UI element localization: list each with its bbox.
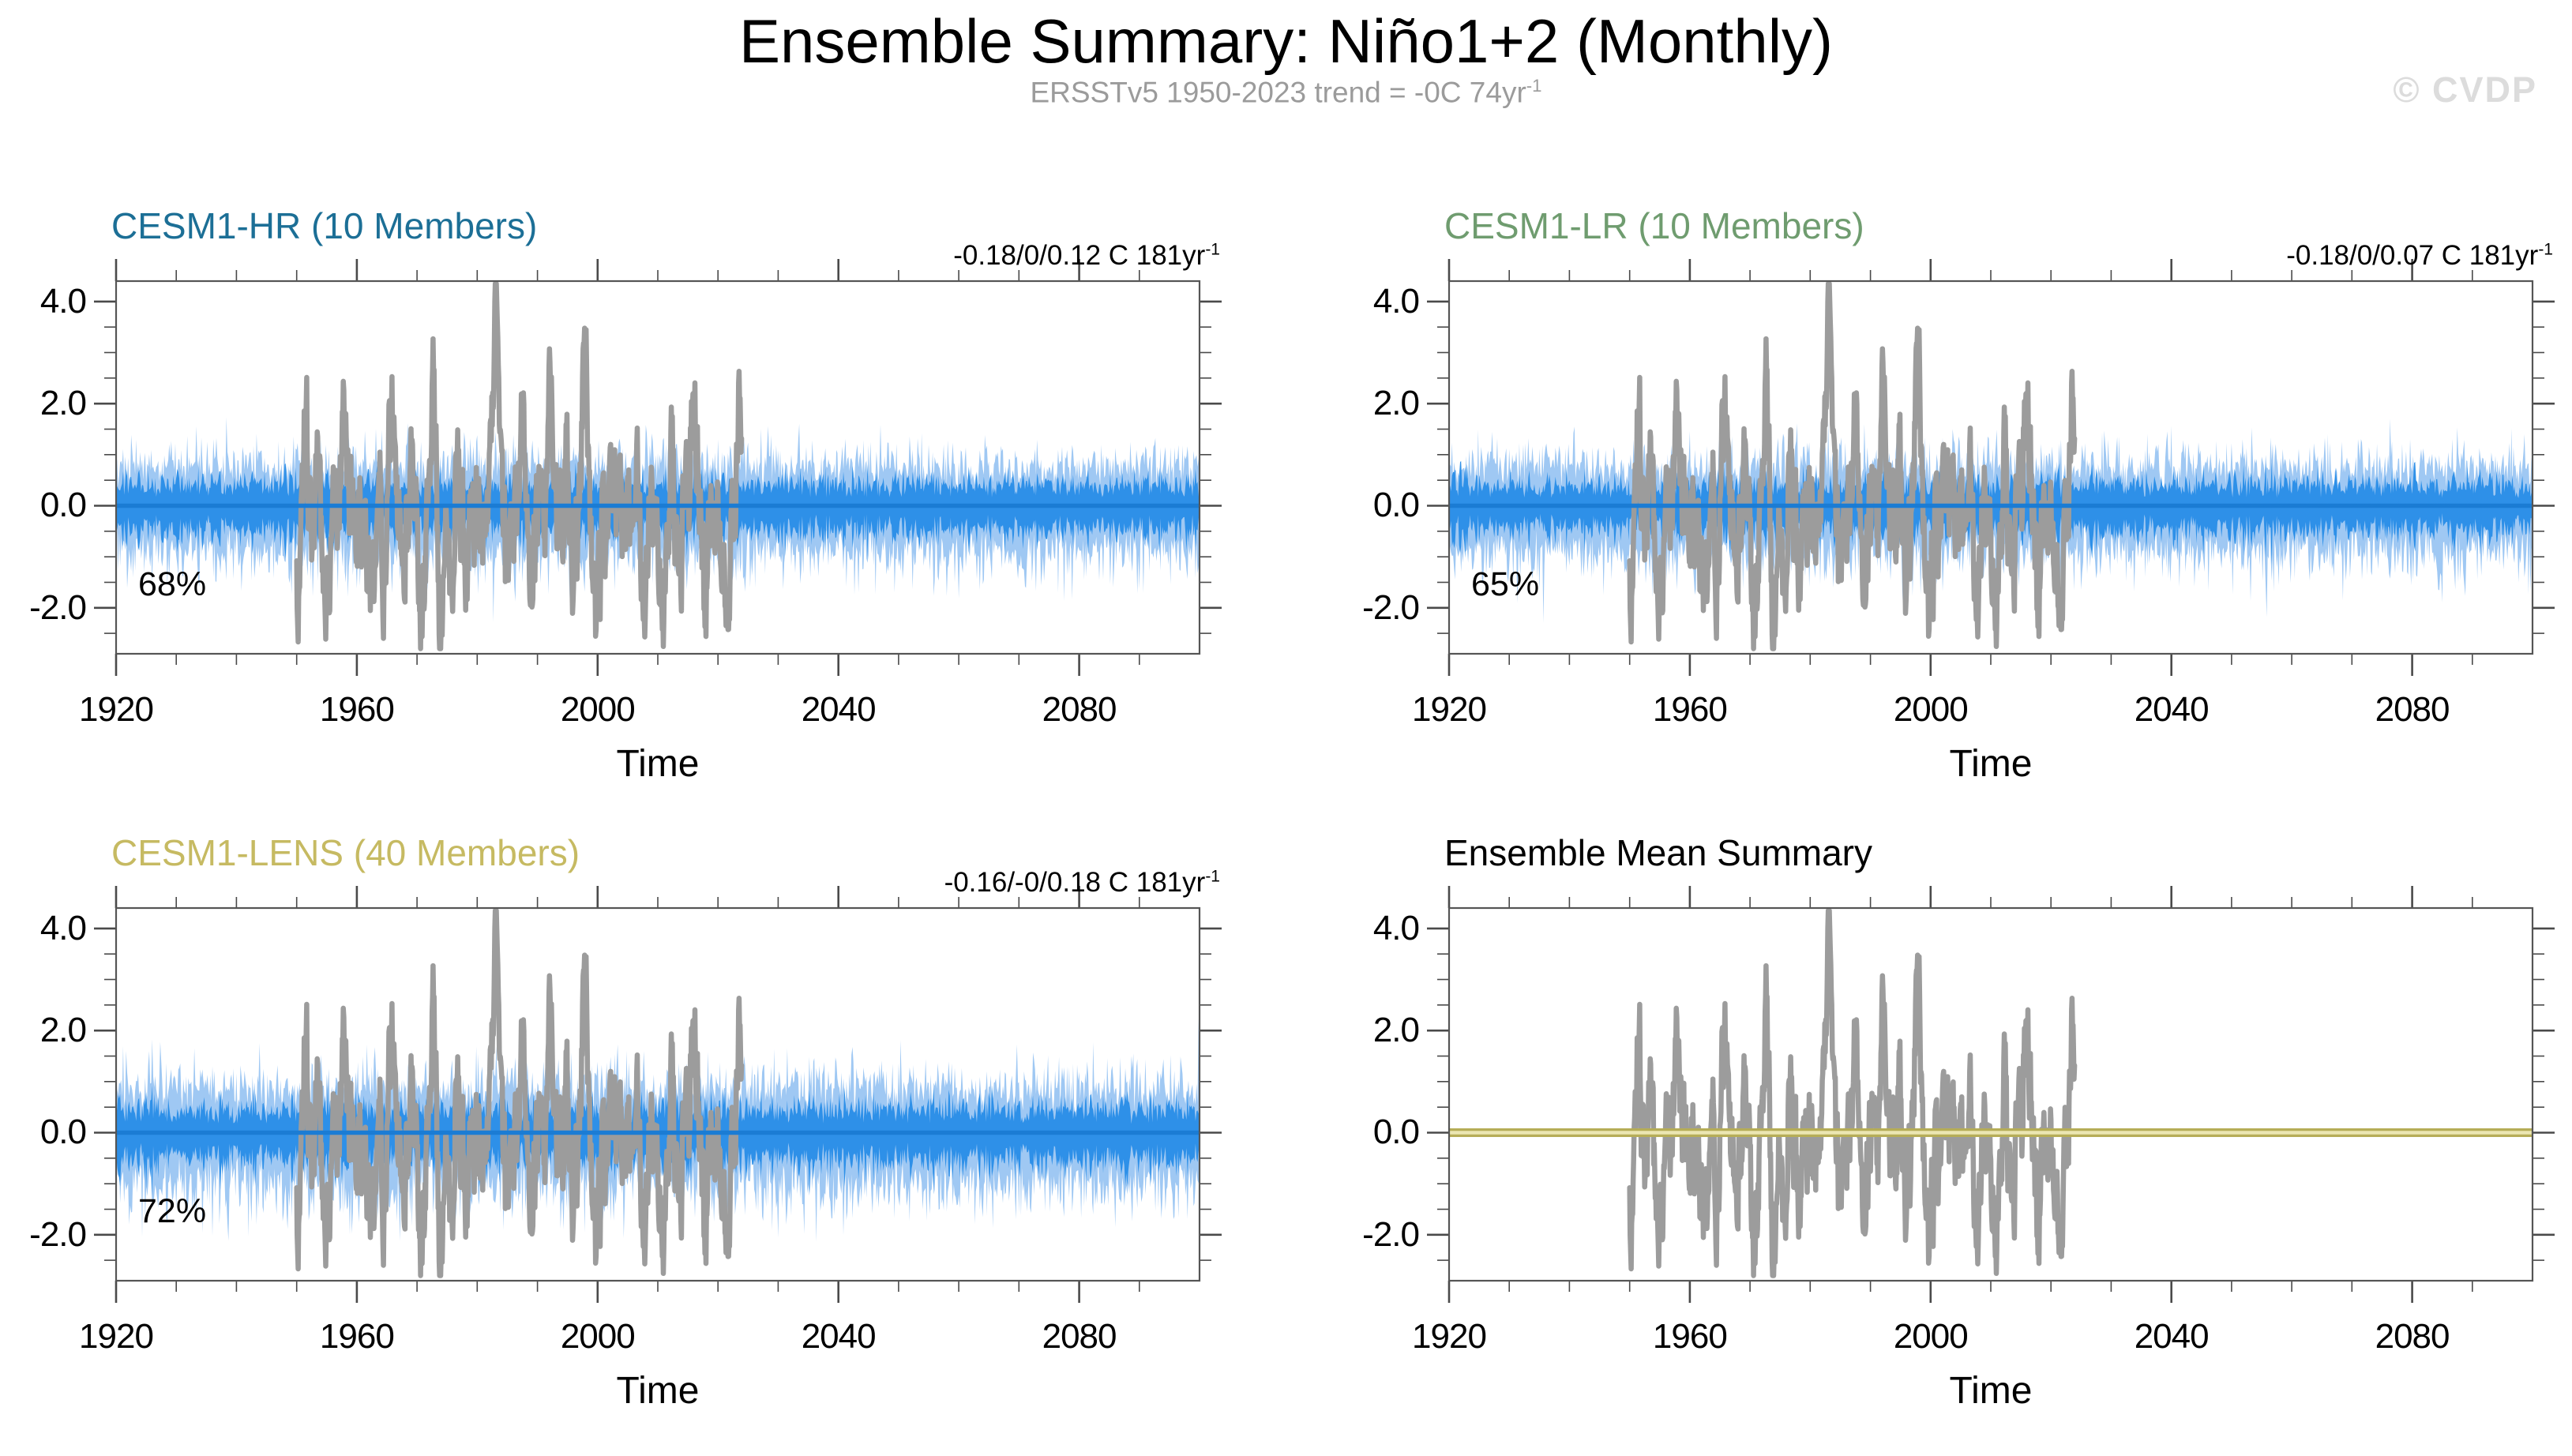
x-tick-label: 2080 <box>1042 690 1117 729</box>
y-tick-label: 4.0 <box>39 908 87 948</box>
trend-value: -0.16/-0/0.18 C 181yr <box>944 867 1206 898</box>
y-tick-label: 2.0 <box>1372 384 1420 423</box>
x-tick-label: 2000 <box>560 690 636 729</box>
x-tick-label: 1920 <box>1412 1317 1487 1356</box>
observation-line <box>1627 280 2078 651</box>
x-tick-label: 2080 <box>2375 1317 2450 1356</box>
x-tick-label: 1920 <box>1412 690 1487 729</box>
x-tick-label: 1920 <box>79 690 154 729</box>
figure-title: Ensemble Summary: Niño1+2 (Monthly) <box>738 6 1834 76</box>
panel-cesm1-hr: CESM1-HR (10 Members) -0.18/0/0.12 C 181y… <box>29 205 1222 785</box>
figure-subtitle-text: ERSSTv5 1950-2023 trend = -0C 74yr <box>1030 76 1526 109</box>
plot-area-ensemble-mean-summary <box>1427 886 2555 1303</box>
figure-subtitle-exponent: -1 <box>1526 76 1542 96</box>
x-tick-label: 1960 <box>1652 690 1728 729</box>
x-tick-label: 2040 <box>801 1317 877 1356</box>
plot-area-cesm1-lr <box>1427 259 2555 676</box>
x-tick-label: 2040 <box>2134 1317 2210 1356</box>
observation-line <box>294 280 745 651</box>
plot-frame <box>115 906 1201 1282</box>
y-tick-label: 2.0 <box>1372 1011 1420 1050</box>
panel-cesm1-lens: CESM1-LENS (40 Members) -0.16/-0/0.18 C 1… <box>29 832 1222 1412</box>
y-tick-label: 4.0 <box>1372 281 1420 321</box>
y-tick-label: -2.0 <box>29 587 87 627</box>
trend-value: -0.18/0/0.12 C 181yr <box>953 240 1206 271</box>
percent-annotation: 68% <box>138 565 207 603</box>
x-axis-title: Time <box>616 1370 700 1412</box>
plot-frame <box>1447 280 2534 655</box>
panel-title-cesm1-hr: CESM1-HR (10 Members) <box>111 205 538 246</box>
panel-title-ensemble-mean-summary: Ensemble Mean Summary <box>1444 832 1872 873</box>
observation-line <box>1627 907 2078 1278</box>
x-axis-title: Time <box>616 743 700 785</box>
y-tick-label: 0.0 <box>1372 1113 1420 1152</box>
y-tick-label: 2.0 <box>39 384 87 423</box>
y-tick-label: -2.0 <box>29 1214 87 1254</box>
x-tick-label: 2000 <box>1893 690 1969 729</box>
plot-area-cesm1-lens <box>94 886 1222 1303</box>
trend-value: -0.18/0/0.07 C 181yr <box>2286 240 2539 271</box>
x-tick-label: 2080 <box>2375 690 2450 729</box>
y-tick-label: 2.0 <box>39 1011 87 1050</box>
y-tick-label: 0.0 <box>39 486 87 525</box>
panel-cesm1-lr: CESM1-LR (10 Members) -0.18/0/0.07 C 181y… <box>1362 205 2555 785</box>
y-tick-label: 0.0 <box>39 1113 87 1152</box>
y-tick-label: 4.0 <box>1372 908 1420 948</box>
x-tick-label: 2000 <box>560 1317 636 1356</box>
trend-exponent: -1 <box>1205 240 1220 259</box>
plot-frame <box>1447 906 2534 1282</box>
x-tick-label: 2040 <box>2134 690 2210 729</box>
panel-ensemble-mean-summary: Ensemble Mean Summary 4.0 2.0 0.0 -2.0 1920 19… <box>1362 832 2555 1412</box>
x-tick-label: 2080 <box>1042 1317 1117 1356</box>
x-tick-label: 1960 <box>319 1317 395 1356</box>
percent-annotation: 72% <box>138 1192 207 1230</box>
panel-title-cesm1-lens: CESM1-LENS (40 Members) <box>111 832 580 873</box>
trend-annotation: -0.18/0/0.07 C 181yr-1 <box>2286 240 2553 272</box>
observation-line <box>294 907 745 1278</box>
x-tick-label: 1920 <box>79 1317 154 1356</box>
plot-frame <box>115 280 1201 655</box>
y-tick-label: -2.0 <box>1362 1214 1420 1254</box>
x-axis-title: Time <box>1949 1370 2033 1412</box>
x-tick-label: 1960 <box>1652 1317 1728 1356</box>
y-tick-label: -2.0 <box>1362 587 1420 627</box>
plot-area-cesm1-hr <box>94 259 1222 676</box>
y-tick-label: 0.0 <box>1372 486 1420 525</box>
figure-subtitle: ERSSTv5 1950-2023 trend = -0C 74yr-1 <box>0 76 2572 109</box>
x-axis-title: Time <box>1949 743 2033 785</box>
x-tick-label: 1960 <box>319 690 395 729</box>
x-tick-label: 2000 <box>1893 1317 1969 1356</box>
trend-annotation: -0.16/-0/0.18 C 181yr-1 <box>944 867 1220 899</box>
x-tick-label: 2040 <box>801 690 877 729</box>
percent-annotation: 65% <box>1471 565 1540 603</box>
trend-exponent: -1 <box>1205 867 1220 886</box>
trend-annotation: -0.18/0/0.12 C 181yr-1 <box>953 240 1220 272</box>
cvdp-watermark: © CVDP <box>2393 69 2537 110</box>
y-tick-label: 4.0 <box>39 281 87 321</box>
trend-exponent: -1 <box>2538 240 2553 259</box>
panel-title-cesm1-lr: CESM1-LR (10 Members) <box>1444 205 1864 246</box>
